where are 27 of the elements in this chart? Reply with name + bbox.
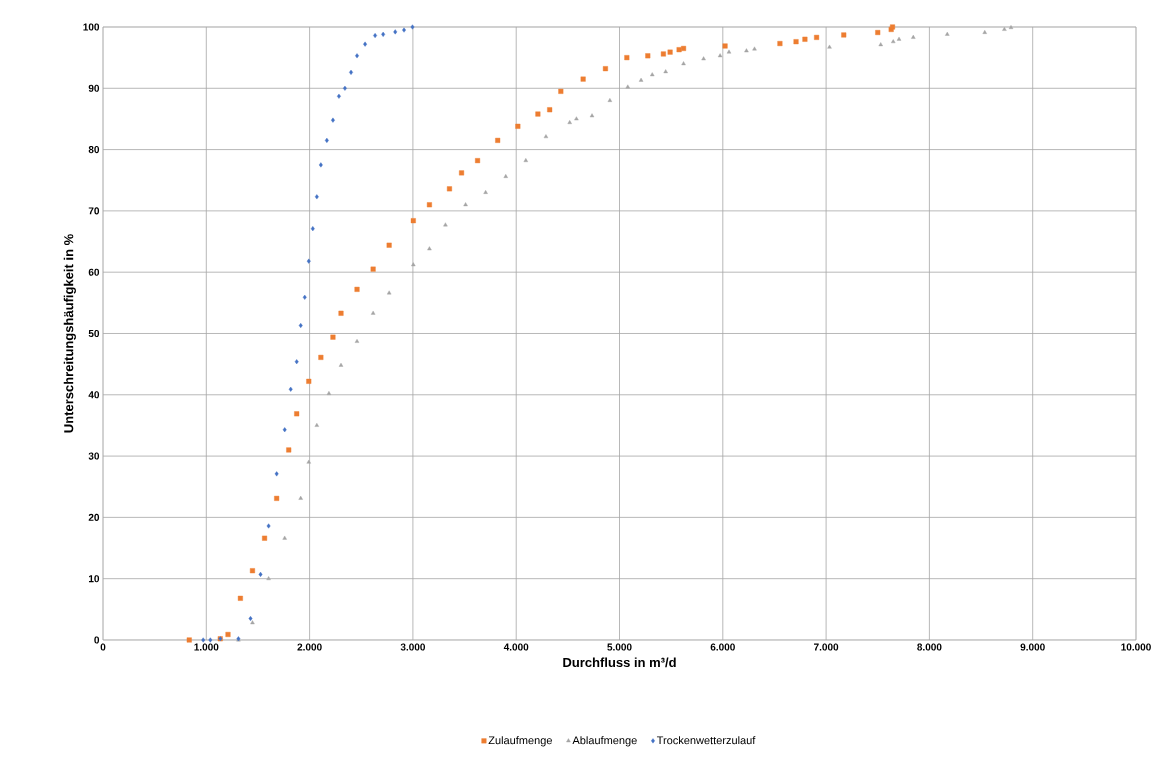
x-tick-label: 5.000 <box>607 643 632 651</box>
x-tick-label: 0 <box>100 643 106 651</box>
y-tick-label: 60 <box>88 268 100 276</box>
y-axis-title: Unterschreitungshäufigkeit in % <box>63 234 76 433</box>
x-tick-label: 8.000 <box>917 643 942 651</box>
y-tick-label: 80 <box>88 146 100 154</box>
x-tick-label: 7.000 <box>814 643 839 651</box>
legend-label: Ablaufmenge <box>572 736 637 747</box>
y-tick-label: 70 <box>88 207 100 215</box>
y-tick-label: 20 <box>88 513 100 521</box>
legend-label: Trockenwetterzulauf <box>656 736 756 745</box>
y-tick-label: 0 <box>94 636 100 644</box>
y-tick-label: 40 <box>88 391 100 399</box>
y-tick-label: 10 <box>88 575 100 583</box>
x-tick-label: 1.000 <box>194 643 219 651</box>
y-tick-label: 100 <box>83 23 100 31</box>
x-tick-label: 2.000 <box>297 643 322 651</box>
y-tick-label: 50 <box>88 329 100 338</box>
x-tick-label: 9.000 <box>1020 643 1045 651</box>
y-tick-label: 90 <box>88 84 100 92</box>
x-tick-label: 6.000 <box>710 643 735 651</box>
x-tick-label: 4.000 <box>503 643 529 651</box>
x-tick-label: 3.000 <box>400 643 426 651</box>
x-tick-label: 10.000 <box>1121 643 1151 651</box>
y-tick-label: 30 <box>88 452 100 460</box>
x-axis-title: Durchfluss in m³/d <box>563 657 676 668</box>
legend-label: Zulaufmenge <box>488 736 552 747</box>
